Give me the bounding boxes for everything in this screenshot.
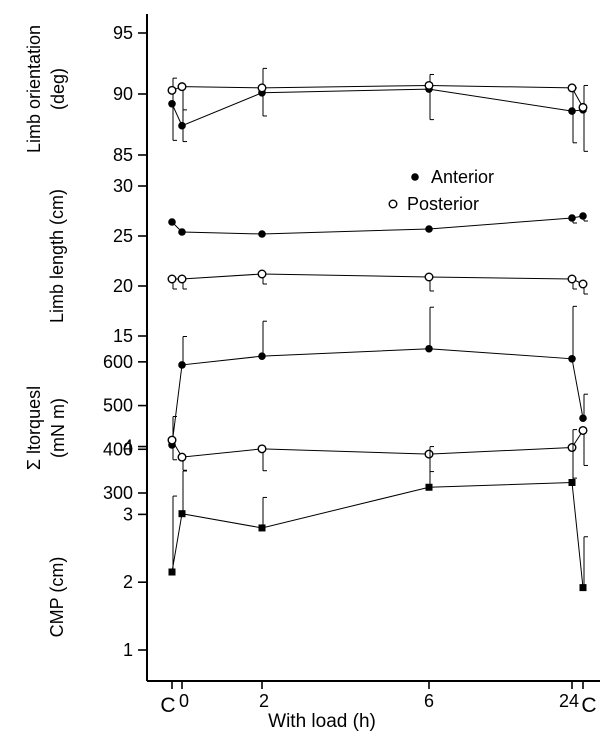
- data-point: [567, 443, 577, 453]
- data-point: [178, 121, 186, 130]
- data-point: [579, 584, 587, 592]
- y-tick-label: 25: [113, 226, 133, 246]
- data-point: [258, 352, 266, 360]
- data-point: [425, 225, 433, 233]
- y-tick-label: 90: [113, 84, 133, 104]
- y-tick-label: 400: [103, 439, 133, 459]
- y-tick-label: 85: [113, 145, 133, 165]
- data-point: [579, 212, 587, 220]
- data-point: [568, 107, 576, 115]
- legend-marker-anterior: [411, 173, 419, 181]
- data-point: [568, 214, 576, 222]
- y-tick-label: 1: [123, 640, 133, 660]
- series-line-anterior: [171, 88, 584, 127]
- data-point: [257, 83, 267, 93]
- data-point: [425, 483, 433, 491]
- data-point: [168, 568, 176, 576]
- data-point: [178, 228, 186, 236]
- y-axis-label: CMP (cm): [47, 557, 67, 638]
- y-axis-label: Σ ltorquesl: [24, 386, 44, 470]
- data-point: [167, 274, 177, 284]
- series-line-posterior: [171, 430, 584, 458]
- series-line-cmp: [171, 481, 584, 588]
- data-point: [424, 449, 434, 459]
- y-tick-label: 15: [113, 326, 133, 346]
- data-point: [579, 414, 587, 423]
- y-tick-label: 2: [123, 572, 133, 592]
- data-point: [178, 510, 186, 518]
- y-tick-label: 600: [103, 352, 133, 372]
- data-point: [567, 83, 577, 93]
- x-axis-ticks: C 0 2 6 24 C: [160, 681, 597, 717]
- data-point: [578, 425, 588, 435]
- data-point: [258, 524, 266, 532]
- y-axis-label: (mN m): [48, 398, 68, 458]
- panel-1: 85 90 95 Limb orientation (deg): [24, 23, 588, 165]
- data-point: [567, 274, 577, 284]
- y-axis-label: Limb orientation: [24, 25, 44, 153]
- legend-marker-posterior: [388, 199, 398, 209]
- data-point: [258, 230, 266, 238]
- series-line-posterior: [172, 273, 584, 285]
- y-tick-label: 20: [113, 276, 133, 296]
- data-point: [578, 102, 588, 112]
- series-line-anterior: [171, 348, 584, 445]
- y-axis-label: (deg): [48, 68, 68, 110]
- data-point: [177, 82, 187, 92]
- data-point: [167, 85, 177, 95]
- y-tick-label: 95: [113, 23, 133, 43]
- data-point: [177, 452, 187, 462]
- data-point: [568, 354, 576, 363]
- data-point: [257, 444, 267, 454]
- x-axis-label: With load (h): [268, 711, 376, 732]
- data-point: [168, 99, 176, 108]
- legend-label-posterior: Posterior: [407, 194, 479, 214]
- data-point: [578, 279, 588, 289]
- data-point: [178, 361, 186, 369]
- legend-label-anterior: Anterior: [431, 167, 494, 187]
- x-tick-label: 0: [179, 691, 189, 711]
- panels: 85 90 95 Limb orientation (deg) 15 20 25 30 Limb …: [24, 23, 588, 660]
- panel-2: 15 20 25 30 Limb length (cm): [47, 176, 588, 346]
- series-line-anterior: [171, 215, 584, 235]
- y-axis-label: Limb length (cm): [47, 189, 67, 323]
- data-point: [425, 344, 433, 353]
- data-point: [424, 272, 434, 282]
- x-tick-label: 2: [259, 691, 269, 711]
- x-tick-label: 6: [424, 691, 434, 711]
- legend: Anterior Posterior: [388, 167, 494, 214]
- data-point: [257, 269, 267, 279]
- panel-4: 1 2 3 4 CMP (cm): [47, 429, 588, 660]
- x-tick-label: 24: [559, 691, 579, 711]
- y-tick-label: 30: [113, 176, 133, 196]
- data-point: [568, 479, 576, 487]
- data-point: [167, 435, 177, 445]
- x-tick-label: C: [581, 694, 596, 717]
- y-tick-label: 3: [123, 504, 133, 524]
- data-point: [168, 218, 176, 226]
- data-point: [177, 274, 187, 284]
- y-tick-label: 4: [123, 437, 133, 457]
- x-tick-label: C: [160, 694, 175, 717]
- panel-3: 300 400 500 600 Σ ltorquesl (mN m): [24, 305, 588, 503]
- y-tick-label: 500: [103, 396, 133, 416]
- data-point: [424, 80, 434, 90]
- y-tick-label: 300: [103, 483, 133, 503]
